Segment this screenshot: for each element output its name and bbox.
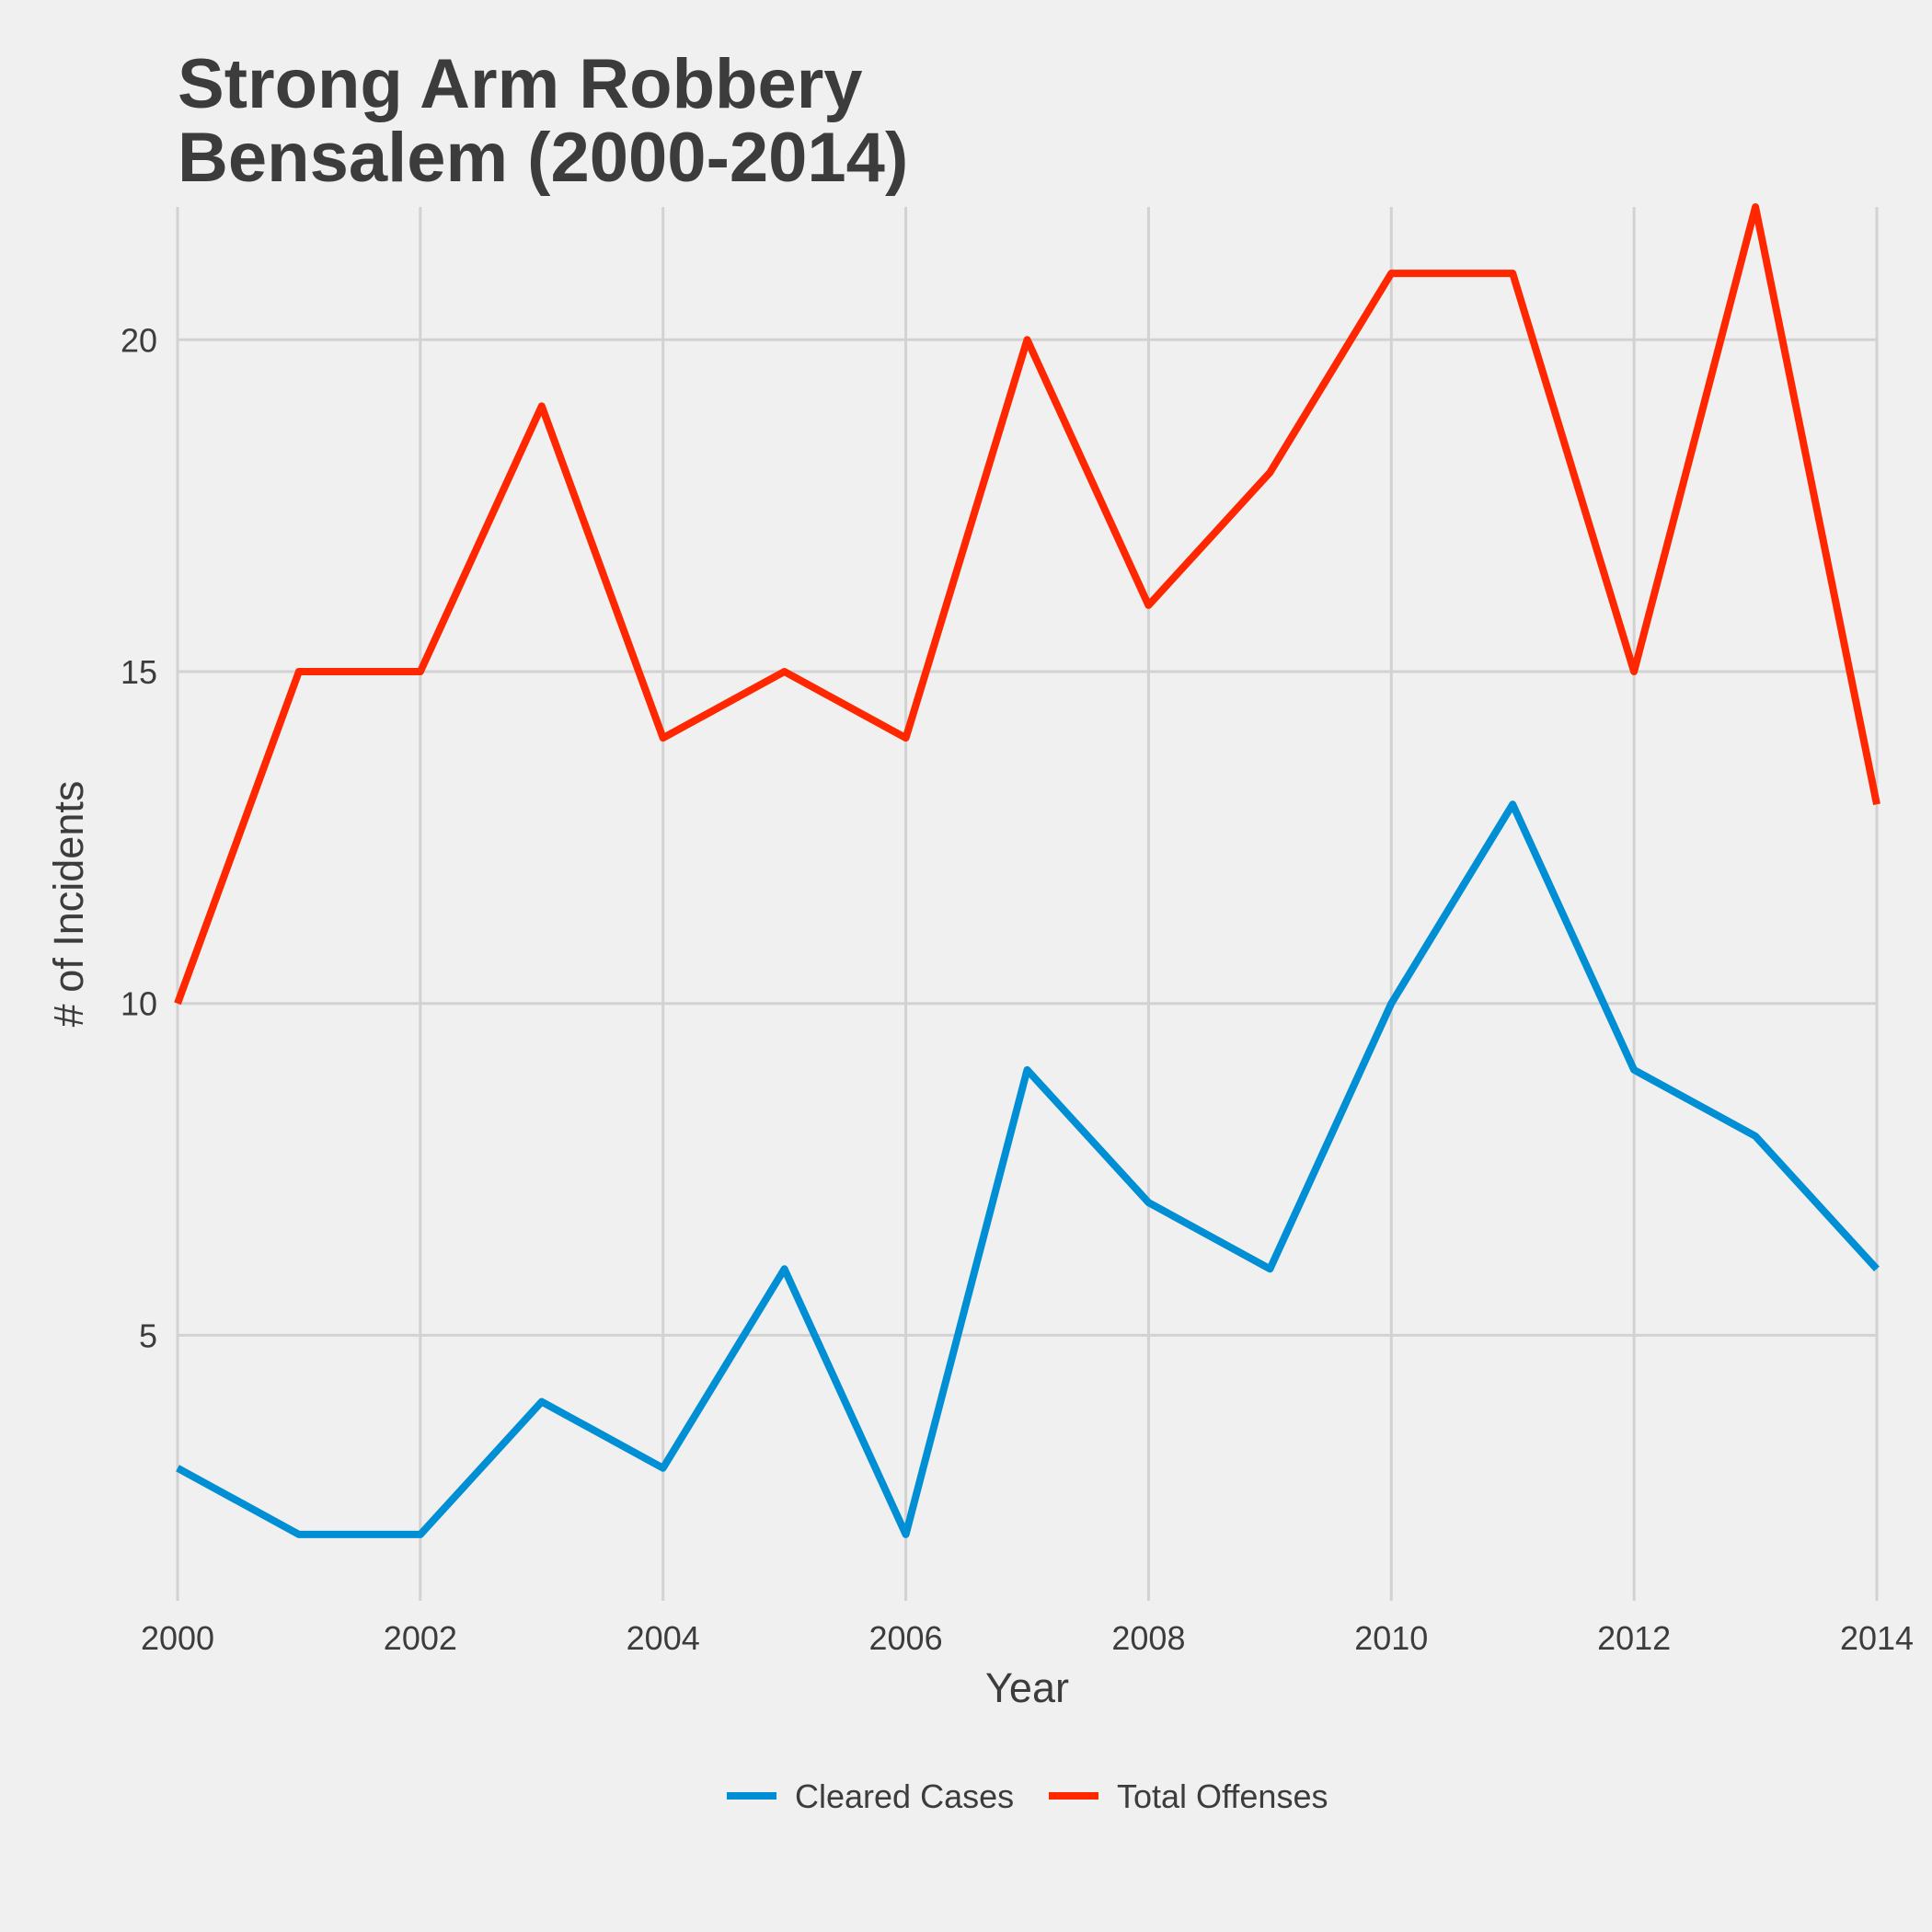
data-point-cleared-cases <box>1752 1133 1759 1140</box>
data-point-total-offenses <box>903 734 910 742</box>
data-point-total-offenses <box>1630 668 1638 675</box>
legend-label-total-offenses: Total Offenses <box>1117 1777 1328 1815</box>
data-point-cleared-cases <box>1630 1066 1638 1074</box>
tick-labels: 2000 2002 2004 2006 2008 2010 2012 2014 5 10 15 20 <box>121 321 1914 1657</box>
data-point-total-offenses <box>781 668 788 675</box>
data-point-cleared-cases <box>1873 1265 1880 1272</box>
series-lines <box>174 203 1880 1538</box>
data-point-cleared-cases <box>174 1465 181 1472</box>
data-point-cleared-cases <box>1024 1066 1031 1074</box>
data-point-total-offenses <box>1144 602 1152 609</box>
x-tick-label: 2002 <box>384 1619 457 1657</box>
legend: Cleared Cases Total Offenses <box>727 1777 1328 1815</box>
chart-title: Strong Arm Robbery Bensalem (2000-2014) <box>178 48 908 195</box>
data-point-cleared-cases <box>903 1531 910 1538</box>
data-point-total-offenses <box>660 734 667 742</box>
data-point-cleared-cases <box>781 1265 788 1272</box>
data-point-total-offenses <box>174 1000 181 1007</box>
legend-item-total-offenses: Total Offenses <box>1049 1777 1328 1815</box>
x-tick-label: 2006 <box>869 1619 943 1657</box>
data-point-total-offenses <box>1266 469 1273 477</box>
data-point-cleared-cases <box>1266 1265 1273 1272</box>
x-tick-label: 2008 <box>1111 1619 1185 1657</box>
grid <box>176 207 1879 1601</box>
data-point-total-offenses <box>1873 800 1880 808</box>
data-point-cleared-cases <box>1144 1199 1152 1206</box>
legend-item-cleared-cases: Cleared Cases <box>727 1777 1014 1815</box>
x-tick-label: 2014 <box>1840 1619 1914 1657</box>
series-line-cleared-cases <box>176 800 1880 1538</box>
x-tick-label: 2004 <box>627 1619 700 1657</box>
data-point-cleared-cases <box>538 1398 546 1406</box>
data-point-cleared-cases <box>1509 800 1516 808</box>
y-tick-label: 15 <box>121 653 157 691</box>
y-tick-label: 20 <box>121 321 157 359</box>
data-point-total-offenses <box>1387 270 1395 277</box>
chart-title-line-1: Strong Arm Robbery <box>178 45 863 123</box>
legend-label-cleared-cases: Cleared Cases <box>795 1777 1014 1815</box>
data-point-cleared-cases <box>660 1465 667 1472</box>
chart-title-line-2: Bensalem (2000-2014) <box>178 119 909 197</box>
series-line-total-offenses <box>174 203 1880 1006</box>
y-tick-label: 10 <box>121 985 157 1023</box>
y-tick-label: 5 <box>139 1317 157 1354</box>
data-point-cleared-cases <box>295 1531 303 1538</box>
x-axis-title: Year <box>985 1664 1069 1711</box>
x-tick-label: 2010 <box>1354 1619 1428 1657</box>
x-tick-label: 2012 <box>1597 1619 1671 1657</box>
data-point-total-offenses <box>417 668 424 675</box>
data-point-cleared-cases <box>417 1531 424 1538</box>
x-tick-label: 2000 <box>141 1619 214 1657</box>
data-point-cleared-cases <box>1387 1000 1395 1007</box>
data-point-total-offenses <box>538 402 546 409</box>
data-point-total-offenses <box>1752 203 1759 211</box>
data-point-total-offenses <box>295 668 303 675</box>
data-point-total-offenses <box>1024 336 1031 343</box>
data-point-total-offenses <box>1509 270 1516 277</box>
y-axis-title: # of Incidents <box>45 781 92 1028</box>
